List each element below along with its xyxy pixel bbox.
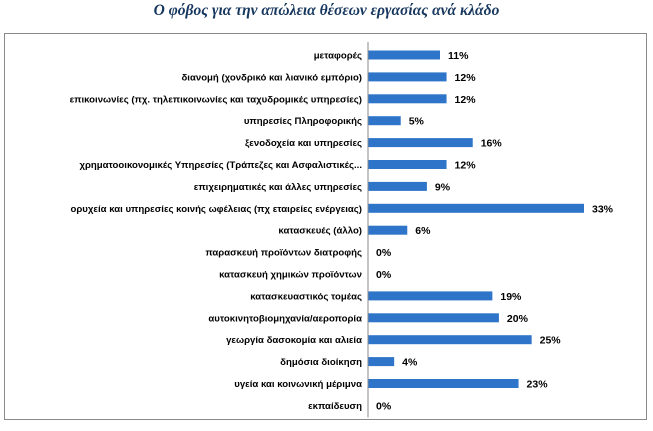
value-labels-group: 11% 12% 12% 5% 16% 12% 9% 33% 6% 0% 0% 19% 20% 25% 4% 2… [376, 50, 614, 412]
value-label: 12% [455, 160, 477, 172]
category-label: υγεία και κοινωνική μέριμνα [234, 379, 362, 390]
value-label: 16% [481, 138, 503, 150]
category-label: κατασκευές (άλλο) [278, 226, 362, 237]
value-label: 33% [592, 203, 614, 215]
category-label: αυτοκινητοβιομηχανία/αεροπορία [208, 313, 362, 324]
category-label: δημόσια διοίκηση [280, 357, 362, 368]
bar [368, 313, 499, 323]
chart-frame: μεταφορές διανομή (χονδρικό και λιανικό ε… [4, 33, 647, 420]
bar [368, 335, 532, 345]
value-label: 12% [455, 94, 477, 106]
bar [368, 116, 401, 126]
bar-chart: μεταφορές διανομή (χονδρικό και λιανικό ε… [70, 42, 614, 418]
chart-title: Ο φόβος για την απώλεια θέσεων εργασίας … [153, 2, 500, 19]
bar [368, 291, 493, 301]
bar [368, 94, 447, 104]
value-label: 5% [409, 116, 425, 128]
value-label: 25% [540, 335, 562, 347]
category-label: κατασκευή χημικών προϊόντων [219, 270, 362, 281]
value-label: 0% [376, 247, 392, 259]
value-label: 19% [500, 291, 522, 303]
category-labels-group: μεταφορές διανομή (χονδρικό και λιανικό ε… [70, 51, 363, 412]
category-label: κατασκευαστικός τομέας [250, 291, 362, 302]
value-label: 4% [402, 357, 418, 369]
value-label: 0% [376, 269, 392, 281]
bar [368, 181, 427, 191]
bar [368, 160, 447, 169]
bar [368, 225, 408, 235]
value-label: 12% [455, 72, 477, 84]
category-label: ορυχεία και υπηρεσίες κοινής ωφέλειας (π… [71, 204, 362, 215]
category-label: χρηματοοικονομικές Υπηρεσίες (Τράπεζες κ… [79, 160, 362, 171]
value-label: 11% [448, 50, 469, 62]
bar [368, 72, 447, 82]
category-label: επιχειρηματικές και άλλες υπηρεσίες [194, 182, 362, 193]
category-label: γεωργία δασοκομία και αλιεία [226, 335, 362, 346]
value-label: 9% [435, 181, 451, 193]
category-label: διανομή (χονδρικό και λιανικό εμπόριο) [181, 72, 362, 83]
bar [368, 357, 395, 367]
bar [368, 203, 584, 213]
bar [368, 379, 519, 388]
category-label: εκπαίδευση [308, 401, 362, 412]
value-label: 20% [507, 313, 529, 325]
value-label: 0% [376, 400, 392, 412]
bar [368, 50, 440, 60]
bar [368, 138, 473, 148]
category-label: μεταφορές [314, 51, 362, 62]
bars-group [368, 50, 584, 388]
category-label: επικοινωνίες (πχ. τηλεπικοινωνίες και τα… [70, 94, 362, 105]
category-label: ξενοδοχεία και υπηρεσίες [245, 138, 362, 149]
value-label: 6% [415, 225, 431, 237]
category-label: παρασκευή προϊόντων διατροφής [205, 248, 362, 259]
value-label: 23% [527, 379, 549, 391]
category-label: υπηρεσίες Πληροφορικής [244, 116, 362, 127]
